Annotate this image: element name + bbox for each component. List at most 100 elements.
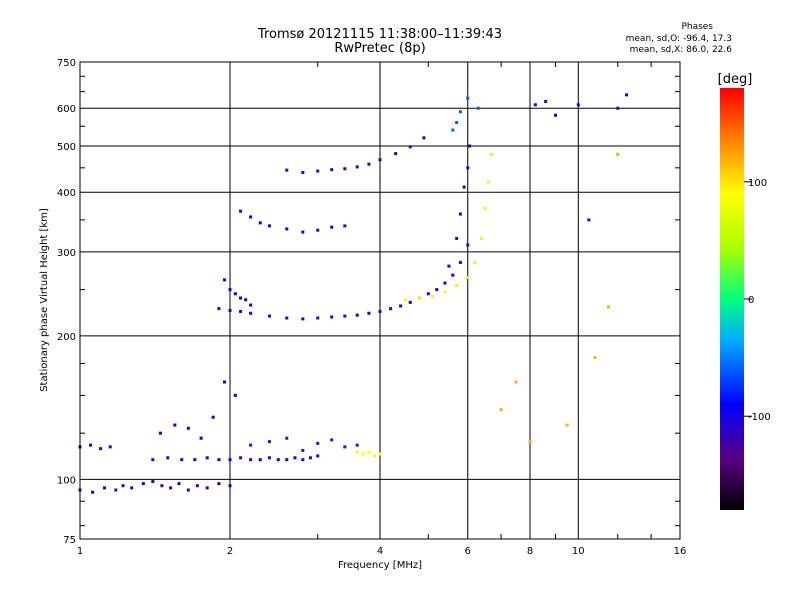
data-point [473,260,477,264]
data-point [249,215,253,219]
data-point [114,488,118,492]
data-point [343,314,347,318]
data-point [193,458,197,462]
data-point [330,225,334,229]
data-point [285,168,289,172]
data-point [447,264,451,268]
data-point [169,486,173,490]
data-point [258,458,262,462]
data-point [408,145,412,149]
data-point [316,169,320,173]
data-point [258,221,262,225]
data-point [301,170,305,174]
data-point [223,380,227,384]
data-point [217,482,221,486]
data-point [267,456,271,460]
data-point [217,307,221,311]
data-point [616,106,620,110]
x-tick-label: 4 [377,546,383,557]
data-point [233,292,237,296]
data-point [443,281,447,285]
data-point [316,441,320,445]
data-point [103,486,107,490]
x-tick-label: 2 [227,546,233,557]
data-point [316,228,320,232]
data-point [417,296,421,300]
data-point [403,298,407,302]
data-point [195,484,199,488]
colorbar [720,88,744,510]
data-point [466,166,470,170]
data-point [616,152,620,156]
data-point [378,309,382,313]
colorbar-ticks: -100 0 100 [744,178,771,423]
data-point [426,292,430,296]
y-tick-label: 500 [57,142,76,153]
data-point [458,110,462,114]
data-point [422,136,426,140]
data-point [455,236,459,240]
x-tick-label: 16 [674,546,687,557]
data-point [239,456,243,460]
data-point [330,168,334,172]
data-point [486,180,490,184]
y-tick-label: 300 [57,248,76,259]
data-points [78,93,629,494]
data-point [211,415,215,419]
data-point [443,290,447,294]
data-point [367,311,371,315]
data-point [565,423,569,427]
y-tick-label: 75 [63,535,76,546]
data-point [431,294,435,298]
data-point [186,426,190,430]
data-point [361,452,365,456]
data-point [177,482,181,486]
data-point [166,456,170,460]
data-point [468,144,472,148]
colorbar-tick-label: -100 [748,412,771,423]
data-point [451,128,455,132]
data-point [367,450,371,454]
y-axis-label: Stationary phase Virtual Height [km] [39,208,50,392]
data-point [99,447,103,451]
phase-heading: Phases [681,22,713,32]
colorbar-tick-label: 0 [748,295,754,306]
data-point [499,408,503,412]
data-point [217,458,221,462]
x-tick-label: 8 [527,546,533,557]
x-tick-label: 6 [465,546,471,557]
data-point [239,296,243,300]
data-point [108,445,112,449]
data-point [160,484,164,488]
data-point [435,288,439,292]
data-point [180,458,184,462]
data-point [285,227,289,231]
data-point [316,454,320,458]
colorbar-label: [deg] [718,72,753,87]
data-point [451,273,455,277]
data-point [249,443,253,447]
data-point [244,298,248,302]
data-point [301,458,305,462]
data-point [389,307,393,311]
data-point [121,484,125,488]
data-point [239,309,243,313]
data-point [553,113,557,117]
grid-lines [80,62,680,539]
data-point [462,185,466,189]
data-point [267,440,271,444]
data-point [89,443,93,447]
data-point [355,165,359,169]
data-point [186,488,190,492]
data-point [625,93,629,97]
data-point [528,440,532,444]
data-point [205,486,209,490]
data-point [316,316,320,320]
data-point [293,456,297,460]
data-point [267,224,271,228]
data-point [285,458,289,462]
data-point [455,283,459,287]
data-point [458,212,462,216]
data-point [466,96,470,100]
